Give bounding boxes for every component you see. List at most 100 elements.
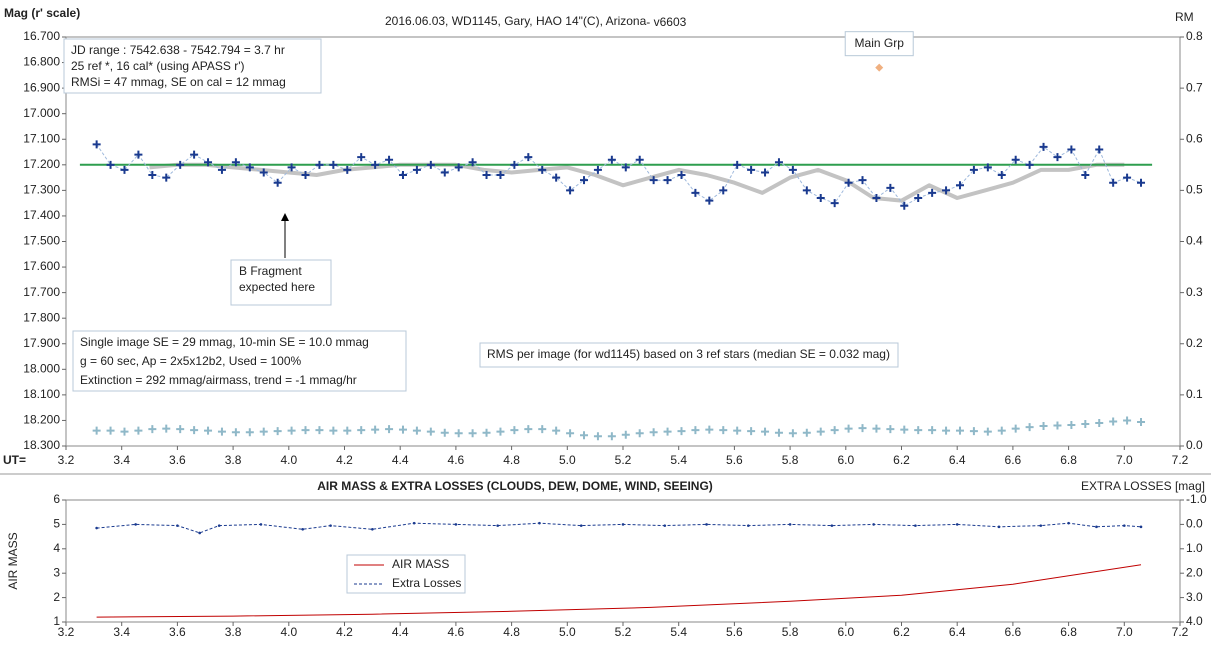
x-tick-label: 3.8: [225, 453, 242, 467]
marker: [148, 425, 157, 434]
bottom-chart: 3.2 3.4 3.6 3.8 4.0 4.2 4.4 4.6 4.8 5.0 5.2 5.4 5.6 5…: [6, 479, 1207, 639]
marker: [371, 527, 374, 531]
marker: [580, 176, 589, 185]
marker: [259, 427, 268, 436]
marker: [259, 523, 263, 526]
marker: [928, 426, 937, 435]
annotation-text: RMS per image (for wd1145) based on 3 re…: [487, 347, 890, 361]
marker: [830, 524, 834, 527]
marker: [802, 186, 811, 195]
marker: [761, 168, 770, 177]
marker: [774, 428, 783, 437]
marker: [273, 178, 282, 187]
x-tick-label: 4.4: [392, 625, 409, 639]
marker: [1137, 178, 1146, 187]
chart-title: 2016.06.03, WD1145, Gary, HAO 14"(C), Ar…: [385, 14, 647, 28]
marker: [482, 428, 491, 437]
marker: [649, 176, 658, 185]
x-tick-label: 5.2: [615, 625, 632, 639]
y-tick-label: 16.800: [23, 55, 60, 69]
marker: [983, 427, 992, 436]
annotation-text: B Fragment: [239, 264, 302, 278]
series-label: Main Grp: [855, 36, 905, 50]
annotation-text: RMSi = 47 mmag, SE on cal = 12 mmag: [71, 75, 286, 89]
x-tick-label: 5.2: [615, 453, 632, 467]
marker: [259, 168, 268, 177]
marker: [719, 186, 728, 195]
marker: [1067, 421, 1076, 430]
label-box: [844, 31, 914, 57]
marker: [914, 194, 923, 203]
x-tick-label: 3.6: [169, 625, 186, 639]
marker: [357, 426, 366, 435]
x-tick-label: 3.6: [169, 453, 186, 467]
marker: [691, 426, 700, 435]
marker: [231, 428, 240, 437]
x-tick-label: 7.0: [1116, 625, 1133, 639]
marker: [412, 521, 416, 525]
y2-tick-label: 3.0: [1186, 590, 1203, 604]
y2-tick-label: 1.0: [1186, 541, 1203, 555]
marker: [1095, 145, 1104, 154]
marker: [524, 153, 533, 162]
y2-tick-label: 0.2: [1186, 336, 1203, 350]
marker: [858, 424, 867, 433]
marker: [566, 429, 575, 438]
marker: [426, 160, 435, 169]
marker: [190, 150, 199, 159]
marker: [176, 524, 179, 527]
marker: [1095, 525, 1098, 529]
x-tick-label: 6.4: [949, 453, 966, 467]
marker: [496, 524, 499, 527]
y2-tick-label: -1.0: [1186, 492, 1207, 506]
marker: [482, 171, 491, 180]
marker: [788, 165, 797, 174]
legend-box: [346, 554, 466, 594]
marker: [426, 427, 435, 436]
x-tick-label: 6.8: [1060, 453, 1077, 467]
marker: [983, 163, 992, 172]
marker: [580, 431, 589, 440]
annotation-text: 25 ref *, 16 cal* (using APASS r'): [71, 59, 244, 73]
marker: [440, 428, 449, 437]
marker: [1039, 422, 1048, 431]
marker: [371, 160, 380, 169]
y-axis-label: Mag (r' scale): [4, 6, 80, 20]
marker: [816, 194, 825, 203]
marker: [830, 426, 839, 435]
y2-tick-label: 0.3: [1186, 285, 1203, 299]
marker: [875, 63, 884, 72]
x-tick-label: 4.4: [392, 453, 409, 467]
marker: [357, 153, 366, 162]
x-tick-label: 3.4: [113, 625, 130, 639]
marker: [1109, 417, 1118, 426]
marker: [162, 173, 171, 182]
marker: [287, 163, 296, 172]
marker: [886, 425, 895, 434]
x-tick-label: 5.4: [670, 625, 687, 639]
marker: [385, 155, 394, 164]
marker: [148, 171, 157, 180]
y-tick-label: 6: [53, 492, 60, 506]
marker: [621, 163, 630, 172]
marker: [844, 178, 853, 187]
x-tick-label: 3.2: [58, 625, 75, 639]
y-tick-label: 17.500: [23, 234, 60, 248]
x-tick-label: 7.0: [1116, 453, 1133, 467]
marker: [872, 424, 881, 433]
marker: [301, 171, 310, 180]
marker: [1123, 416, 1132, 425]
marker: [1081, 171, 1090, 180]
marker: [997, 525, 1001, 529]
marker: [1123, 524, 1126, 527]
x-tick-label: 5.6: [726, 625, 743, 639]
marker: [398, 425, 407, 434]
marker: [454, 163, 463, 172]
marker: [1053, 421, 1062, 430]
x-tick-label: 7.2: [1172, 625, 1189, 639]
y2-tick-label: 0.7: [1186, 80, 1203, 94]
y2-tick-label: 2.0: [1186, 565, 1203, 579]
y-tick-label: 18.300: [23, 438, 60, 452]
marker: [649, 428, 658, 437]
marker: [1053, 153, 1062, 162]
